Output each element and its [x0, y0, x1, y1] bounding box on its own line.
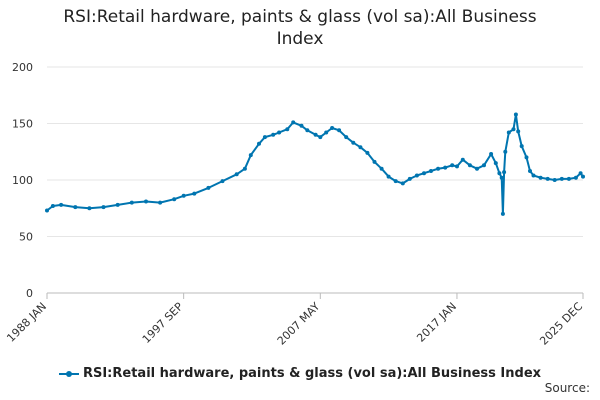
data-point — [497, 171, 502, 176]
data-point — [581, 174, 585, 179]
legend-label: RSI:Retail hardware, paints & glass (vol… — [82, 366, 542, 381]
data-point — [330, 126, 335, 130]
data-point — [248, 153, 253, 158]
data-point — [144, 199, 148, 204]
data-point — [305, 128, 310, 133]
data-point — [499, 175, 504, 180]
data-point — [475, 166, 479, 171]
data-point — [545, 176, 550, 181]
data-point — [519, 144, 524, 149]
data-point — [414, 173, 419, 178]
data-point — [242, 166, 247, 171]
x-tick-label: 2017 JAN — [414, 300, 459, 345]
data-point — [506, 130, 511, 135]
data-point — [467, 163, 472, 168]
data-point — [220, 179, 225, 184]
data-point — [181, 193, 186, 198]
data-point — [257, 141, 261, 146]
data-point — [277, 130, 282, 135]
data-point — [400, 181, 405, 186]
data-point — [115, 202, 120, 207]
x-tick-label: 1988 JAN — [4, 300, 49, 345]
data-point — [524, 155, 529, 160]
data-point — [482, 163, 486, 168]
data-point — [503, 149, 508, 154]
data-point — [285, 127, 290, 132]
x-tick-label: 2007 MAY — [275, 300, 323, 348]
legend-line-marker-icon — [58, 369, 79, 379]
data-point — [573, 175, 578, 180]
data-point — [489, 152, 494, 156]
data-point — [313, 132, 318, 137]
data-point — [129, 200, 134, 205]
data-point — [552, 178, 557, 182]
data-point — [407, 176, 412, 181]
data-point — [450, 163, 455, 168]
data-point — [158, 200, 163, 205]
data-point — [516, 129, 521, 134]
data-point — [45, 208, 49, 213]
data-point — [393, 179, 398, 184]
data-point — [422, 171, 426, 176]
x-axis-ticks: 1988 JAN 1997 SEP 2007 MAY 2017 JAN 2025 DEC — [4, 293, 585, 348]
data-point — [262, 135, 267, 140]
data-point — [318, 135, 323, 140]
data-point — [578, 171, 583, 176]
data-point — [538, 175, 543, 180]
data-point — [531, 173, 536, 178]
data-point — [291, 120, 296, 125]
x-tick-label: 1997 SEP — [140, 300, 186, 346]
legend[interactable]: RSI:Retail hardware, paints & glass (vol… — [0, 366, 600, 381]
data-point — [511, 127, 516, 132]
data-point — [234, 172, 239, 177]
series-group — [45, 112, 585, 216]
x-tick-label: 2025 DEC — [537, 300, 585, 348]
data-point — [206, 185, 211, 190]
data-point — [271, 132, 276, 137]
data-point — [73, 205, 78, 210]
data-point — [299, 123, 304, 128]
source-text: Source: — [544, 381, 590, 395]
chart-title-line-1: RSI:Retail hardware, paints & glass (vol… — [63, 7, 537, 27]
y-tick-label: 100 — [12, 174, 33, 187]
data-point — [460, 157, 465, 162]
data-point — [372, 159, 377, 164]
data-point — [379, 166, 384, 171]
grid — [47, 66, 583, 294]
data-point — [386, 174, 391, 179]
data-point — [365, 150, 370, 155]
y-tick-label: 150 — [12, 118, 33, 131]
data-point — [455, 164, 459, 169]
data-point — [559, 176, 564, 181]
data-point — [502, 170, 507, 175]
data-point — [500, 211, 505, 216]
data-point — [344, 135, 349, 140]
data-point — [87, 206, 92, 211]
chart-title-line-2: Index — [276, 29, 324, 49]
data-point — [513, 112, 518, 117]
data-point — [50, 204, 55, 208]
data-point — [324, 130, 329, 135]
data-point — [528, 169, 532, 173]
data-point — [493, 161, 498, 166]
data-point — [351, 140, 356, 145]
y-axis-ticks: 0 50 100 150 200 — [12, 61, 33, 300]
data-point — [172, 197, 177, 202]
data-point — [192, 191, 197, 196]
y-tick-label: 50 — [19, 231, 33, 244]
data-point — [358, 145, 363, 150]
data-point — [436, 166, 441, 171]
data-point — [101, 205, 106, 210]
data-point — [429, 169, 433, 173]
data-point — [337, 128, 342, 133]
y-tick-label: 0 — [26, 287, 33, 300]
data-point — [566, 176, 571, 181]
chart-title: RSI:Retail hardware, paints & glass (vol… — [0, 6, 600, 50]
series-line — [46, 113, 584, 215]
y-tick-label: 200 — [12, 61, 33, 74]
data-point — [59, 202, 64, 207]
data-point — [443, 165, 448, 170]
